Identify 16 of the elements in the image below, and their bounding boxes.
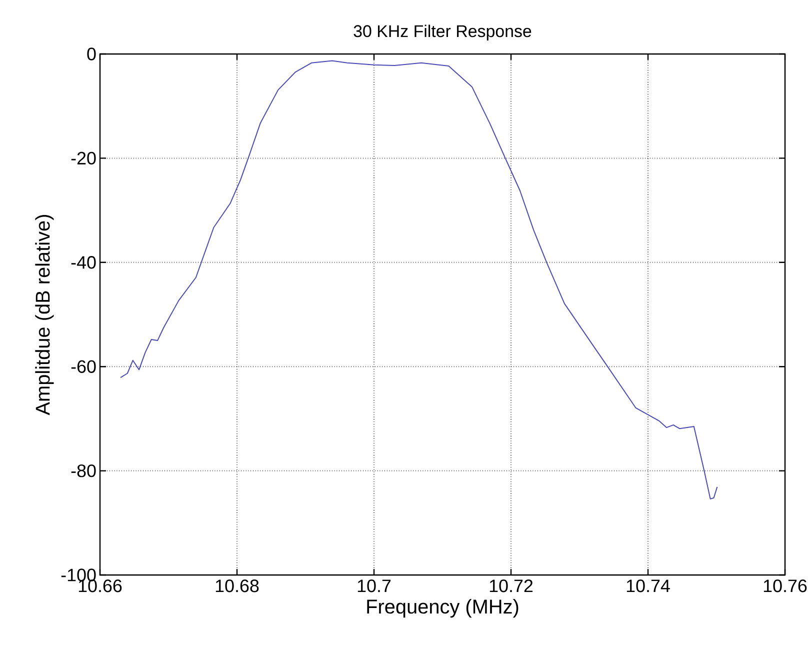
x-tick-label: 10.66 <box>78 580 122 592</box>
x-tick-label: 10.74 <box>626 580 670 592</box>
chart-title: 30 KHz Filter Response <box>354 24 532 40</box>
x-tick-label: 10.7 <box>358 580 391 592</box>
x-tick-label: 10.68 <box>216 580 259 592</box>
x-tick-label: 10.72 <box>490 580 533 592</box>
x-axis-title: Frequency (MHz) <box>367 599 518 618</box>
y-tick-label: -20 <box>71 152 96 165</box>
y-axis-title: Amplitdue (dB relative) <box>35 214 54 416</box>
line-series <box>120 60 718 500</box>
y-tick-label: -40 <box>71 256 96 269</box>
y-tick-label: -60 <box>71 360 96 373</box>
y-tick-label: 0 <box>87 48 96 60</box>
y-tick-label: -80 <box>71 464 96 478</box>
y-tick-label: -100 <box>61 568 96 582</box>
x-tick-label: 10.76 <box>764 580 807 592</box>
